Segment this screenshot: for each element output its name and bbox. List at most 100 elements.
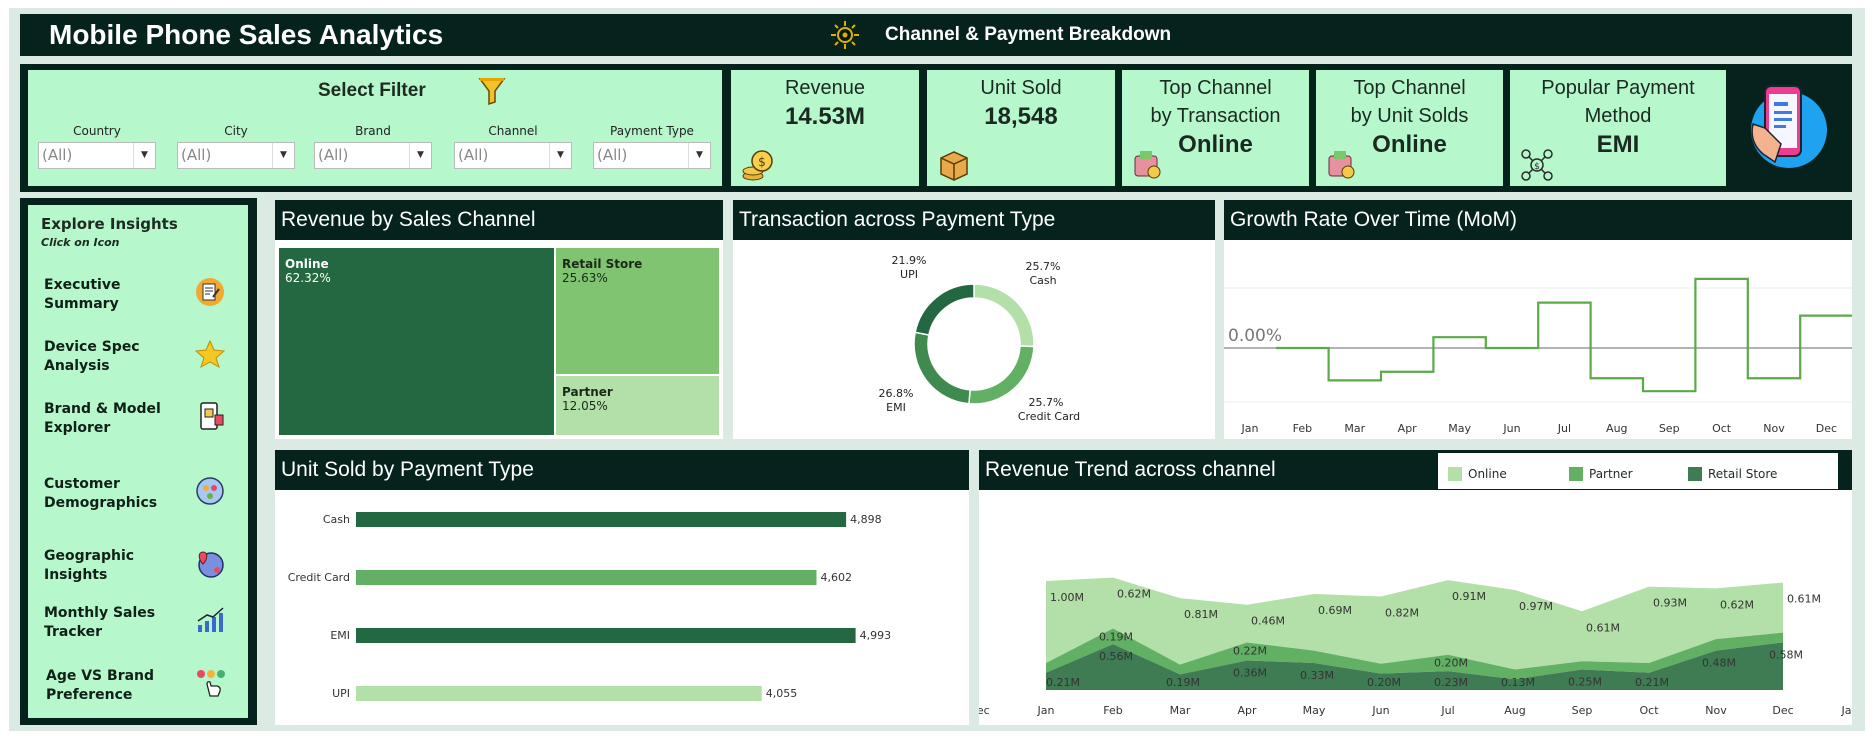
kpi-value: 18,548 (984, 103, 1058, 130)
star-icon[interactable] (195, 339, 225, 369)
growth-chart-icon[interactable] (195, 605, 225, 635)
nav-geographic[interactable]: Geographic Insights (44, 547, 134, 585)
donut-label-cash: Cash (1029, 274, 1056, 287)
nav-executive-summary[interactable]: Executive Summary (44, 276, 120, 314)
donut-slice-cash[interactable] (973, 283, 1035, 348)
funnel-icon (478, 76, 506, 110)
nav-monthly-sales[interactable]: Monthly Sales Tracker (44, 604, 155, 642)
coins-icon: $ (742, 150, 773, 181)
tap-icon[interactable] (195, 668, 225, 698)
x-tick-label: Dec (979, 704, 990, 717)
legend-swatch-partner (1569, 467, 1583, 481)
svg-text:$: $ (1534, 162, 1540, 172)
donut-label-cash-pct: 25.7% (1026, 260, 1061, 273)
country-dropdown[interactable]: (All) ▼ (38, 142, 156, 169)
bar-value-label: 4,055 (766, 687, 798, 700)
city-dropdown[interactable]: (All) ▼ (177, 142, 295, 169)
kpi-top-channel-units: Top Channel by Unit Solds Online (1316, 70, 1503, 186)
x-tick-label: Feb (1293, 422, 1312, 435)
donut-label-credit-pct: 25.7% (1029, 396, 1064, 409)
x-tick-label: Apr (1237, 704, 1257, 717)
people-icon[interactable] (195, 476, 225, 506)
treemap-online[interactable]: Online 62.32% (279, 248, 554, 435)
channel-dropdown[interactable]: (All) ▼ (454, 142, 572, 169)
treemap-pct: 62.32% (285, 271, 331, 285)
bar-upi[interactable] (356, 686, 762, 701)
brand-dropdown[interactable]: (All) ▼ (314, 142, 432, 169)
area-value-label: 0.62M (1720, 598, 1754, 611)
bar-value-label: 4,898 (850, 513, 882, 526)
kpi-top-channel-transaction: Top Channel by Transaction Online (1122, 70, 1309, 186)
bar-category-label: EMI (330, 629, 350, 642)
donut-slice-upi[interactable] (914, 283, 975, 336)
panel-title: Growth Rate Over Time (MoM) (1224, 200, 1852, 240)
treemap-partner[interactable]: Partner 12.05% (556, 376, 719, 435)
bar-value-label: 4,993 (860, 629, 892, 642)
chevron-down-icon[interactable]: ▼ (133, 143, 155, 168)
payment-type-panel: Transaction across Payment Type 25.7% Ca… (733, 200, 1215, 439)
chevron-down-icon[interactable]: ▼ (272, 143, 294, 168)
nav-device-spec[interactable]: Device Spec Analysis (44, 338, 140, 376)
area-retail-store[interactable] (1046, 642, 1783, 690)
globe-pin-icon[interactable] (195, 548, 225, 578)
donut-slice-credit-card[interactable] (968, 345, 1035, 405)
x-tick-label: Aug (1504, 704, 1525, 717)
nav-label-line2: Demographics (44, 495, 158, 511)
nav-brand-model[interactable]: Brand & Model Explorer (44, 400, 161, 438)
area-value-label: 0.25M (1568, 676, 1602, 689)
kpi-title: Top Channel (1353, 77, 1466, 99)
x-tick-label: Jan (1037, 704, 1055, 717)
nav-label: Brand & Model (44, 401, 161, 417)
area-partner[interactable] (1046, 628, 1783, 680)
area-value-label: 0.21M (1046, 676, 1080, 689)
kpi-value: Online (1178, 131, 1253, 158)
filter-brand: Brand (All) ▼ (314, 124, 432, 169)
page-title: Mobile Phone Sales Analytics (49, 19, 444, 50)
bar-credit-card[interactable] (356, 570, 817, 585)
area-value-label: 0.19M (1099, 631, 1133, 644)
bar-emi[interactable] (356, 628, 856, 643)
donut-slice-emi[interactable] (913, 331, 971, 405)
bar-category-label: UPI (332, 687, 350, 700)
panel-title: Revenue by Sales Channel (275, 200, 723, 240)
area-online[interactable] (1046, 577, 1783, 670)
growth-line (1276, 277, 1852, 393)
area-value-label: 0.82M (1385, 607, 1419, 620)
x-tick-label: Jan (1841, 704, 1852, 717)
area-value-label: 0.13M (1501, 676, 1535, 689)
donut-label-emi-pct: 26.8% (879, 387, 914, 400)
nav-label-line2: Explorer (44, 420, 111, 436)
filter-payment-type: Payment Type (All) ▼ (593, 124, 711, 169)
donut-label-upi: UPI (900, 268, 918, 281)
area-value-label: 0.36M (1233, 666, 1267, 679)
treemap-retail-store[interactable]: Retail Store 25.63% (556, 248, 719, 374)
filter-label: Payment Type (610, 124, 694, 138)
zero-label: 0.00% (1228, 326, 1282, 346)
area-value-label: 0.23M (1434, 676, 1468, 689)
filter-label: Channel (488, 124, 538, 138)
chevron-down-icon[interactable]: ▼ (549, 143, 571, 168)
nav-age-brand[interactable]: Age VS Brand Preference (46, 667, 154, 705)
payment-type-dropdown[interactable]: (All) ▼ (593, 142, 711, 169)
filter-channel: Channel (All) ▼ (454, 124, 572, 169)
payment-network-icon: $ (1521, 149, 1553, 181)
legend-online[interactable]: Online (1468, 467, 1507, 481)
nav-customer-demographics[interactable]: Customer Demographics (44, 475, 157, 513)
bar-category-label: Credit Card (288, 571, 350, 584)
nav-label: Executive (44, 277, 121, 293)
legend-partner[interactable]: Partner (1589, 467, 1633, 481)
chevron-down-icon[interactable]: ▼ (688, 143, 710, 168)
donut-label-emi: EMI (886, 401, 906, 414)
legend-swatch-online (1448, 467, 1462, 481)
bar-category-label: Cash (323, 513, 350, 526)
treemap-label: Retail Store (562, 257, 643, 271)
phone-icon[interactable] (195, 401, 225, 431)
bar-cash[interactable] (356, 512, 847, 527)
area-value-label: 0.61M (1787, 593, 1821, 606)
chevron-down-icon[interactable]: ▼ (409, 143, 431, 168)
svg-text:$: $ (758, 155, 766, 169)
report-icon[interactable] (195, 277, 225, 307)
wallet-icon (1134, 151, 1161, 179)
donut-chart: 25.7% Cash 25.7% Credit Card 26.8% EMI 2… (879, 254, 1081, 423)
legend-retail-store[interactable]: Retail Store (1708, 467, 1778, 481)
